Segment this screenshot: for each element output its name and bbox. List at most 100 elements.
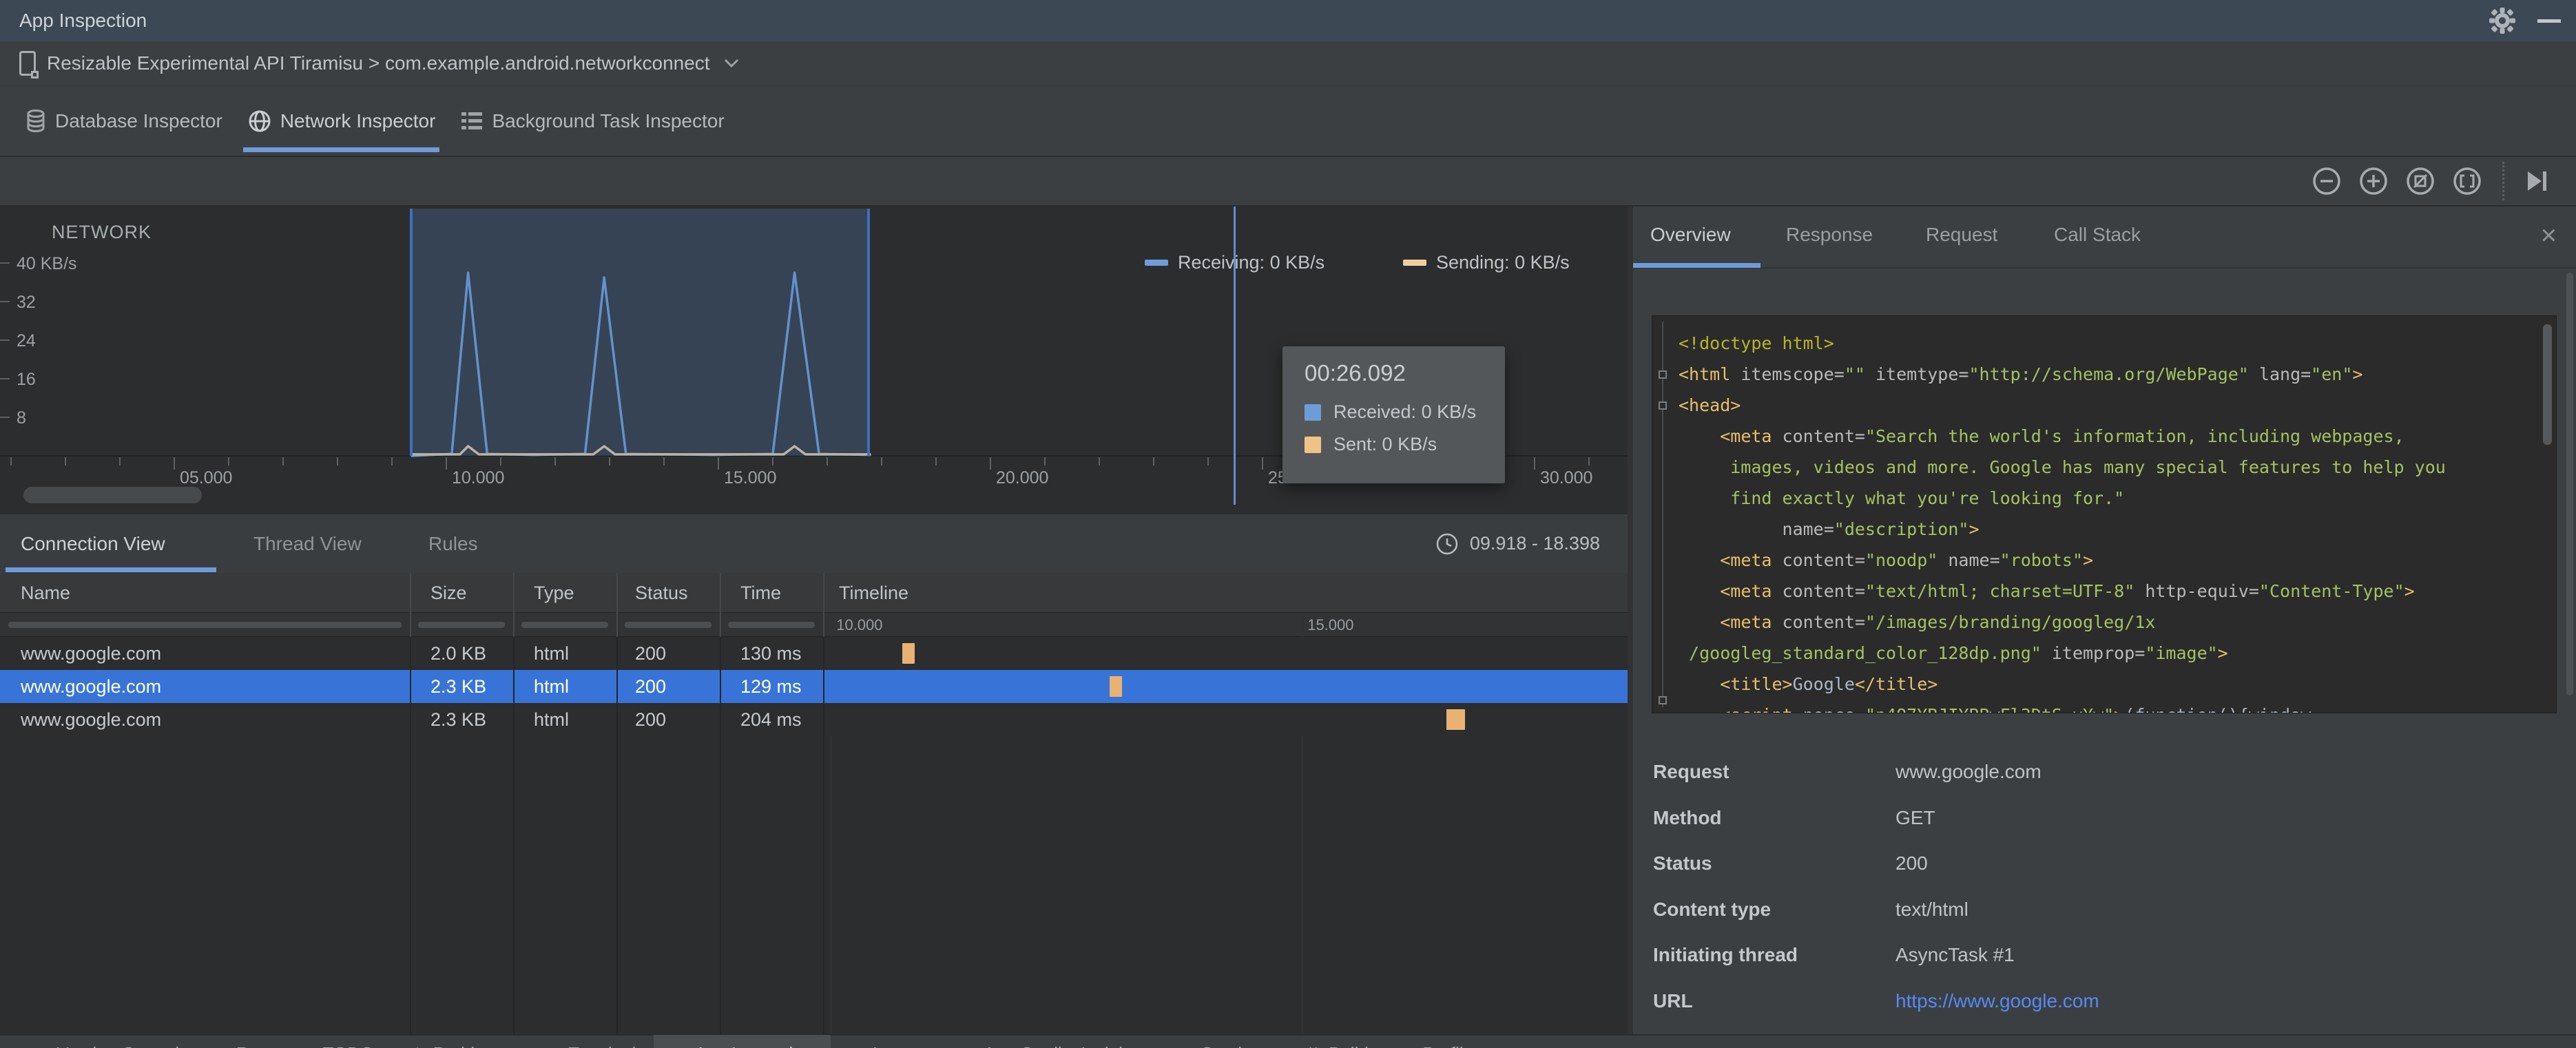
reset-zoom-icon[interactable] bbox=[2404, 165, 2436, 197]
column-divider[interactable] bbox=[513, 573, 515, 1034]
legend-receiving: Receiving: 0 KB/s bbox=[1145, 252, 1325, 273]
code-scrollbar-thumb[interactable] bbox=[2543, 324, 2552, 445]
table-row[interactable]: www.google.com 2.3 KB html 200 204 ms bbox=[0, 703, 1628, 736]
column-divider bbox=[513, 573, 515, 637]
tool-window-icon: ◎ bbox=[672, 1044, 686, 1048]
timeline-request-bar[interactable] bbox=[902, 643, 915, 664]
field-value: GET bbox=[1895, 806, 1935, 828]
tool-window-button-app-quality-insights[interactable]: ◈ App Quality Insights bbox=[944, 1035, 1161, 1048]
col-header-type[interactable]: Type bbox=[534, 583, 574, 603]
table-row[interactable]: www.google.com 2.3 KB html 200 129 ms bbox=[0, 670, 1628, 703]
col-header-time[interactable]: Time bbox=[740, 583, 781, 603]
tool-window-label: Profiler bbox=[1422, 1043, 1479, 1048]
col-header-name[interactable]: Name bbox=[21, 583, 71, 603]
field-value-url-link[interactable]: https://www.google.com bbox=[1895, 990, 2099, 1012]
svg-text:40 KB/s: 40 KB/s bbox=[17, 254, 77, 273]
panel-scrollbar-thumb[interactable] bbox=[2566, 273, 2573, 695]
tool-window-button-build[interactable]: ⚒ Build bbox=[1287, 1035, 1386, 1048]
column-divider[interactable] bbox=[616, 573, 618, 1034]
svg-text:15.000: 15.000 bbox=[724, 468, 776, 488]
tool-window-label: Problems bbox=[433, 1043, 509, 1048]
cell: www.google.com bbox=[21, 709, 162, 730]
timeline-seek-line[interactable] bbox=[1234, 207, 1236, 505]
close-icon[interactable]: × bbox=[2540, 220, 2557, 251]
device-process-bar[interactable]: Resizable Experimental API Tiramisu > co… bbox=[0, 41, 2576, 86]
cell: 200 bbox=[635, 643, 667, 664]
field-label-request: Request bbox=[1653, 761, 1730, 782]
panel-divider[interactable] bbox=[1628, 207, 1633, 1034]
tool-window-label: Version Control bbox=[57, 1043, 180, 1048]
fold-icon[interactable] bbox=[1659, 370, 1667, 379]
tab-database-inspector[interactable]: Database Inspector bbox=[25, 87, 222, 156]
tool-window-button-services[interactable]: ◉ Services bbox=[1161, 1035, 1288, 1048]
column-divider[interactable] bbox=[720, 573, 721, 1034]
device-process-selector[interactable]: Resizable Experimental API Tiramisu > co… bbox=[47, 52, 710, 74]
code-line: <head> bbox=[1679, 395, 1741, 415]
field-value: AsyncTask #1 bbox=[1895, 944, 2015, 966]
zoom-in-icon[interactable] bbox=[2358, 165, 2389, 197]
code-line: /googleg_standard_color_128dp.png" itemp… bbox=[1679, 643, 2228, 663]
tab-overview[interactable]: Overview bbox=[1650, 224, 1731, 245]
col-header-size[interactable]: Size bbox=[430, 583, 467, 603]
gear-icon[interactable] bbox=[2488, 6, 2517, 35]
tool-window-button-terminal[interactable]: ▦ Terminal bbox=[526, 1035, 654, 1048]
tool-window-icon: ◈ bbox=[962, 1044, 975, 1048]
tool-window-button-run[interactable]: ▶ Run bbox=[197, 1035, 287, 1048]
tool-window-button-logcat[interactable]: ▤ Logcat bbox=[831, 1035, 944, 1048]
timeline-request-bar[interactable] bbox=[1446, 709, 1466, 730]
fold-icon[interactable] bbox=[1659, 696, 1667, 704]
table-header[interactable]: Name Size Type Status Time Timeline bbox=[0, 573, 1628, 613]
tool-window-icon: ▶ bbox=[215, 1044, 227, 1048]
tool-window-button-todo[interactable]: ≡ TODO bbox=[287, 1035, 392, 1048]
tab-rules[interactable]: Rules bbox=[428, 532, 478, 554]
skip-to-end-icon[interactable] bbox=[2521, 165, 2553, 197]
tab-request[interactable]: Request bbox=[1926, 224, 1998, 245]
fold-icon[interactable] bbox=[1659, 401, 1667, 410]
table-subheader: 10.000 15.000 bbox=[0, 613, 1628, 637]
tool-window-label: Logcat bbox=[873, 1043, 926, 1048]
col-header-status[interactable]: Status bbox=[635, 583, 688, 603]
timeline-toolbar bbox=[0, 157, 2576, 207]
column-divider[interactable] bbox=[410, 573, 411, 1034]
tab-thread-view[interactable]: Thread View bbox=[253, 532, 362, 554]
zoom-to-selection-icon[interactable] bbox=[2451, 165, 2483, 197]
task-list-icon bbox=[460, 109, 484, 133]
legend-sending: Sending: 0 KB/s bbox=[1403, 252, 1570, 273]
tab-call-stack[interactable]: Call Stack bbox=[2054, 224, 2141, 245]
zoom-out-icon[interactable] bbox=[2311, 165, 2343, 197]
svg-text:16: 16 bbox=[17, 370, 36, 389]
tab-background-task-inspector[interactable]: Background Task Inspector bbox=[460, 87, 725, 156]
tab-connection-view[interactable]: Connection View bbox=[21, 532, 165, 554]
timeline-request-bar[interactable] bbox=[1110, 676, 1123, 697]
tool-window-button-app-inspection[interactable]: ◎ App Inspection bbox=[654, 1035, 831, 1048]
inspector-tab-bar: Database Inspector Network Inspector Bac… bbox=[0, 87, 2576, 157]
column-pill bbox=[418, 622, 505, 628]
timeline-scrollbar-thumb[interactable] bbox=[23, 487, 202, 503]
svg-text:24: 24 bbox=[17, 331, 36, 350]
cell: html bbox=[534, 709, 570, 730]
response-code-preview[interactable]: <!doctype html> <html itemscope="" itemty… bbox=[1652, 315, 2557, 713]
sent-swatch-icon bbox=[1305, 436, 1321, 453]
tool-window-button-version-control[interactable]: ● Version Control bbox=[21, 1035, 197, 1048]
tab-network-inspector[interactable]: Network Inspector bbox=[242, 87, 440, 156]
tool-window-label: App Quality Insights bbox=[984, 1043, 1143, 1048]
bottom-tool-window-bar: ● Version Control ▶ Run ≡ TODO ⚠ Problems ▦ Termi… bbox=[0, 1034, 2576, 1048]
title-bar: App Inspection bbox=[0, 0, 2576, 41]
chevron-down-icon[interactable] bbox=[723, 57, 740, 70]
tool-window-button-problems[interactable]: ⚠ Problems bbox=[392, 1035, 526, 1048]
code-line: <meta content="/images/branding/googleg/… bbox=[1720, 612, 2156, 632]
connection-details-panel: Overview Response Request Call Stack × <… bbox=[1633, 207, 2576, 1034]
column-divider[interactable] bbox=[823, 573, 824, 1034]
tool-window-button-profiler[interactable]: ◔ Profiler bbox=[1386, 1035, 1497, 1048]
cell: www.google.com bbox=[21, 643, 162, 664]
cell: 2.3 KB bbox=[430, 676, 487, 697]
tab-response[interactable]: Response bbox=[1786, 224, 1873, 245]
timeline-selection-range[interactable] bbox=[410, 209, 870, 456]
minimize-icon[interactable] bbox=[2537, 19, 2561, 23]
receiving-swatch-icon bbox=[1145, 260, 1168, 266]
col-header-timeline[interactable]: Timeline bbox=[839, 583, 909, 603]
legend-sending-label: Sending: 0 KB/s bbox=[1436, 252, 1570, 273]
tool-window-label: Services bbox=[1201, 1043, 1270, 1048]
table-row[interactable]: www.google.com 2.0 KB html 200 130 ms bbox=[0, 637, 1628, 670]
